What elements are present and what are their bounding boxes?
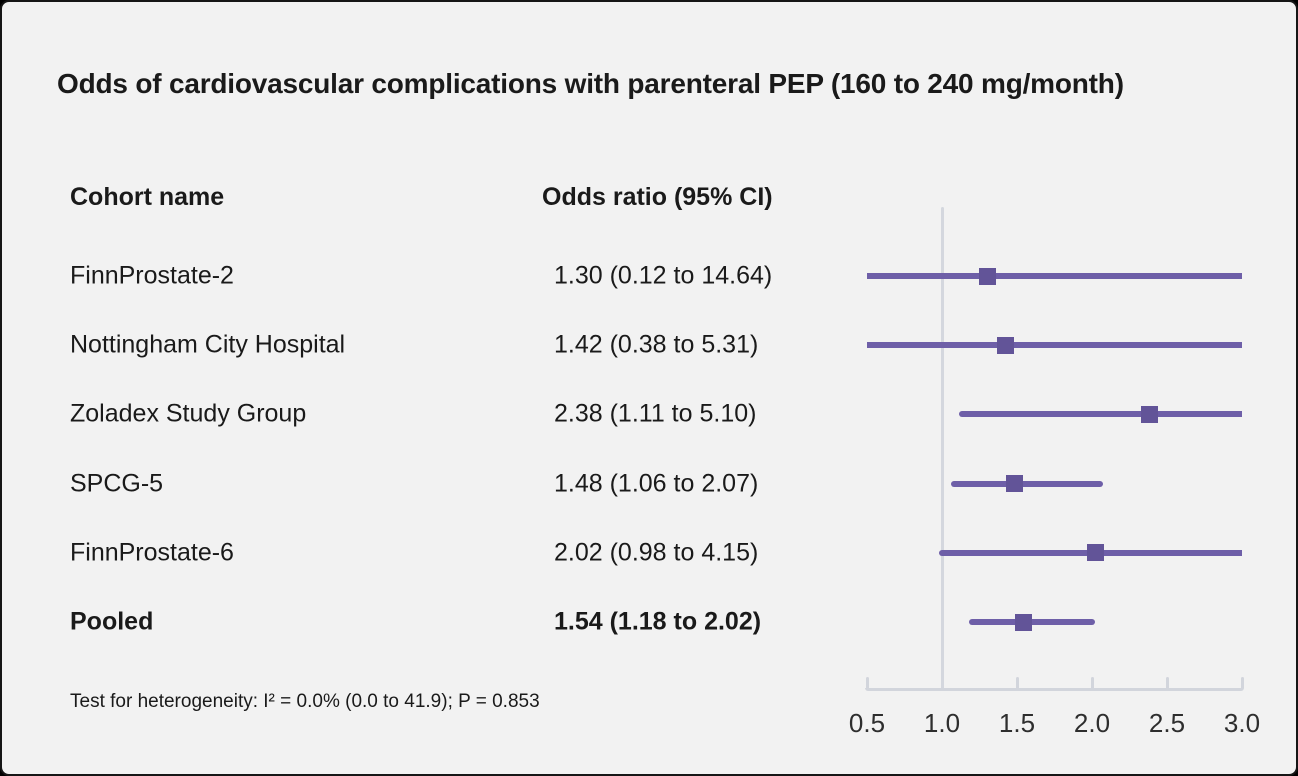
point-estimate-marker [1014, 613, 1032, 631]
figure-title: Odds of cardiovascular complications wit… [57, 68, 1124, 99]
ci-line [969, 619, 1095, 625]
x-axis-tick [865, 677, 869, 688]
ci-line [867, 273, 1242, 279]
point-estimate-marker [1086, 544, 1104, 562]
ci-line [958, 411, 1242, 418]
cohort-label: Nottingham City Hospital [70, 330, 346, 359]
odds-ratio-column-header: Odds ratio (95% CI) [542, 183, 773, 211]
point-estimate-marker [978, 267, 996, 285]
x-axis-tick-label: 2.5 [1148, 708, 1186, 738]
x-axis-tick [1090, 677, 1094, 688]
or-ci-value: 1.42 (0.38 to 5.31) [554, 330, 759, 359]
or-ci-value: 2.38 (1.11 to 5.10) [554, 399, 757, 428]
x-axis-tick-label: 3.0 [1223, 708, 1261, 738]
cohort-label: Zoladex Study Group [70, 399, 307, 428]
point-estimate-marker [1005, 475, 1023, 493]
reference-line [940, 207, 944, 691]
x-axis-tick-label: 1.0 [923, 708, 961, 738]
cohort-label: SPCG-5 [70, 469, 164, 498]
x-axis-tick-label: 0.5 [848, 708, 886, 738]
x-axis-tick-label: 2.0 [1073, 708, 1111, 738]
or-ci-value: 1.54 (1.18 to 2.02) [554, 607, 762, 636]
or-ci-value: 2.02 (0.98 to 4.15) [554, 538, 759, 567]
cohort-column-header: Cohort name [70, 183, 225, 211]
cohort-label: FinnProstate-2 [70, 261, 234, 290]
x-axis-tick [1015, 677, 1019, 688]
ci-line [951, 480, 1103, 487]
x-axis-line [865, 688, 1244, 691]
heterogeneity-footnote: Test for heterogeneity: I² = 0.0% (0.0 t… [70, 691, 540, 712]
or-ci-value: 1.30 (0.12 to 14.64) [554, 261, 773, 290]
x-axis-tick-label: 1.5 [998, 708, 1036, 738]
point-estimate-marker [996, 336, 1014, 354]
x-axis-tick [1165, 677, 1169, 688]
or-ci-value: 1.48 (1.06 to 2.07) [554, 469, 759, 498]
ci-line [867, 342, 1242, 349]
x-axis-tick [1240, 677, 1244, 688]
cohort-label: FinnProstate-6 [70, 538, 234, 567]
cohort-label: Pooled [70, 607, 154, 636]
point-estimate-marker [1140, 405, 1158, 423]
